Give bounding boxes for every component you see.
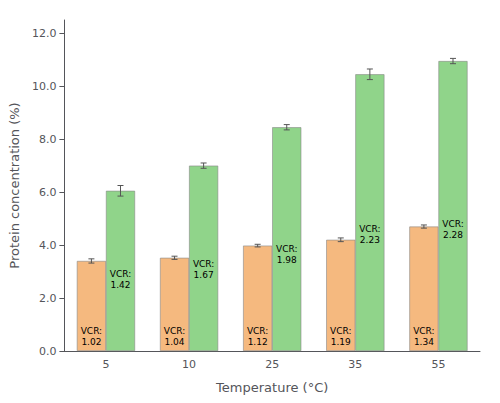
svg-text:12.0: 12.0 — [32, 27, 57, 40]
svg-text:35: 35 — [348, 358, 362, 371]
svg-text:1.12: 1.12 — [248, 337, 268, 347]
svg-text:1.34: 1.34 — [414, 337, 434, 347]
svg-text:25: 25 — [265, 358, 279, 371]
svg-text:VCR:: VCR: — [193, 259, 214, 269]
svg-text:VCR:: VCR: — [276, 244, 297, 254]
svg-text:1.67: 1.67 — [194, 270, 214, 280]
svg-text:VCR:: VCR: — [247, 326, 268, 336]
svg-text:Protein concentration (%): Protein concentration (%) — [7, 102, 22, 268]
svg-text:10.0: 10.0 — [32, 80, 57, 93]
svg-text:55: 55 — [431, 358, 445, 371]
svg-text:1.42: 1.42 — [110, 280, 130, 290]
svg-text:2.0: 2.0 — [39, 292, 57, 305]
svg-text:VCR:: VCR: — [110, 269, 131, 279]
svg-text:VCR:: VCR: — [442, 219, 463, 229]
svg-text:5: 5 — [102, 358, 109, 371]
svg-text:2.28: 2.28 — [443, 230, 463, 240]
svg-text:10: 10 — [182, 358, 196, 371]
svg-text:0.0: 0.0 — [39, 345, 57, 358]
svg-text:6.0: 6.0 — [39, 186, 57, 199]
svg-text:1.02: 1.02 — [81, 337, 101, 347]
svg-text:1.04: 1.04 — [165, 337, 185, 347]
svg-text:8.0: 8.0 — [39, 133, 57, 146]
svg-text:VCR:: VCR: — [359, 224, 380, 234]
svg-text:4.0: 4.0 — [39, 239, 57, 252]
svg-text:2.23: 2.23 — [360, 235, 380, 245]
svg-text:VCR:: VCR: — [413, 326, 434, 336]
svg-text:VCR:: VCR: — [164, 326, 185, 336]
svg-text:1.19: 1.19 — [331, 337, 351, 347]
svg-text:VCR:: VCR: — [81, 326, 102, 336]
svg-text:1.98: 1.98 — [277, 255, 297, 265]
svg-text:Temperature (°C): Temperature (°C) — [215, 380, 328, 395]
svg-text:VCR:: VCR: — [330, 326, 351, 336]
